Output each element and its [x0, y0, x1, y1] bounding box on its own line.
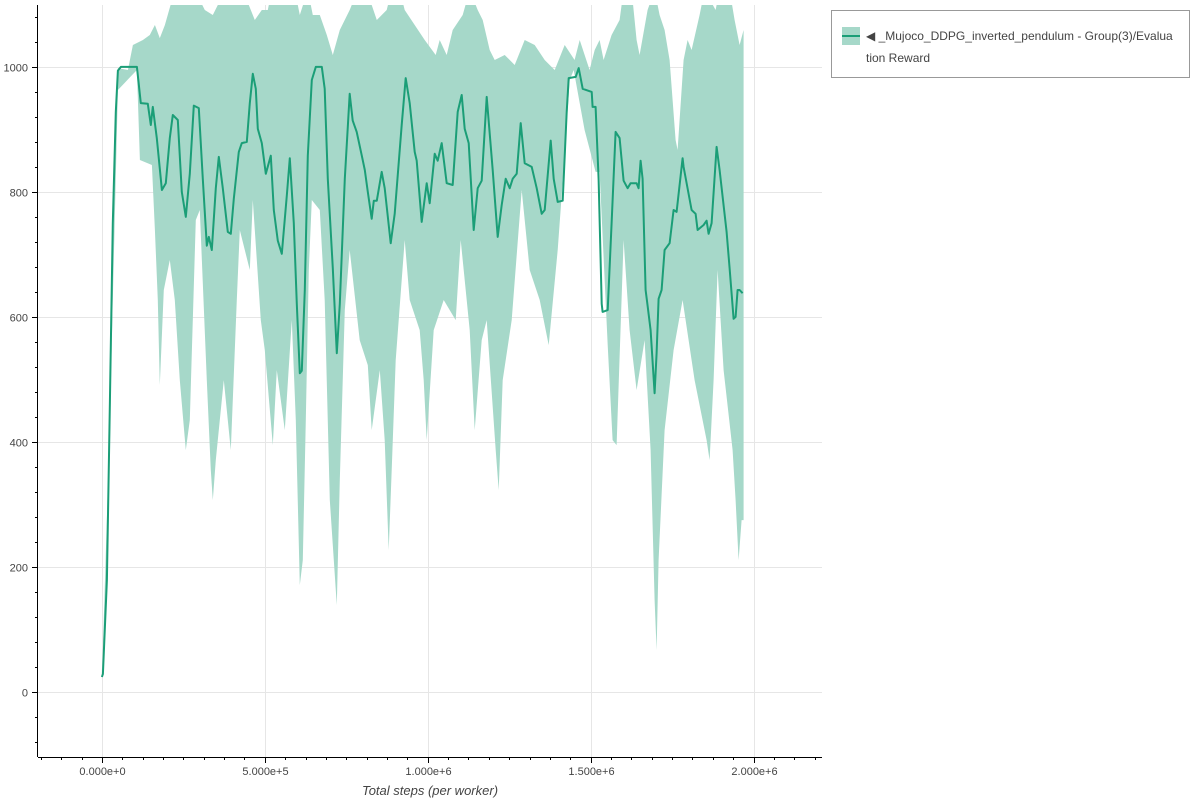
legend-label-line2: tion Reward [866, 51, 930, 65]
y-tick-label: 200 [10, 563, 28, 575]
legend-label-line1: ◀ _Mujoco_DDPG_inverted_pendulum - Group… [866, 29, 1173, 43]
mean-line [100, 65, 744, 678]
y-tick-label: 400 [10, 438, 28, 450]
x-axis-label: Total steps (per worker) [362, 783, 498, 798]
y-tick-label: 600 [10, 313, 28, 325]
x-tick-label: 1.000e+6 [405, 766, 451, 778]
x-tick-label: 5.000e+5 [242, 766, 288, 778]
y-tick-label: 1000 [4, 63, 28, 75]
x-tick-label: 2.000e+6 [731, 766, 777, 778]
axes: 0.000e+0 5.000e+5 1.000e+6 1.500e+6 2.000e+6… [4, 5, 822, 778]
std-band [101, 5, 744, 681]
y-tick-label: 0 [22, 688, 28, 700]
x-tick-label: 1.500e+6 [568, 766, 614, 778]
y-tick-label: 800 [10, 188, 28, 200]
legend[interactable]: ◀ _Mujoco_DDPG_inverted_pendulum - Group… [831, 10, 1190, 78]
legend-box [831, 10, 1190, 78]
x-tick-label: 0.000e+0 [79, 766, 125, 778]
